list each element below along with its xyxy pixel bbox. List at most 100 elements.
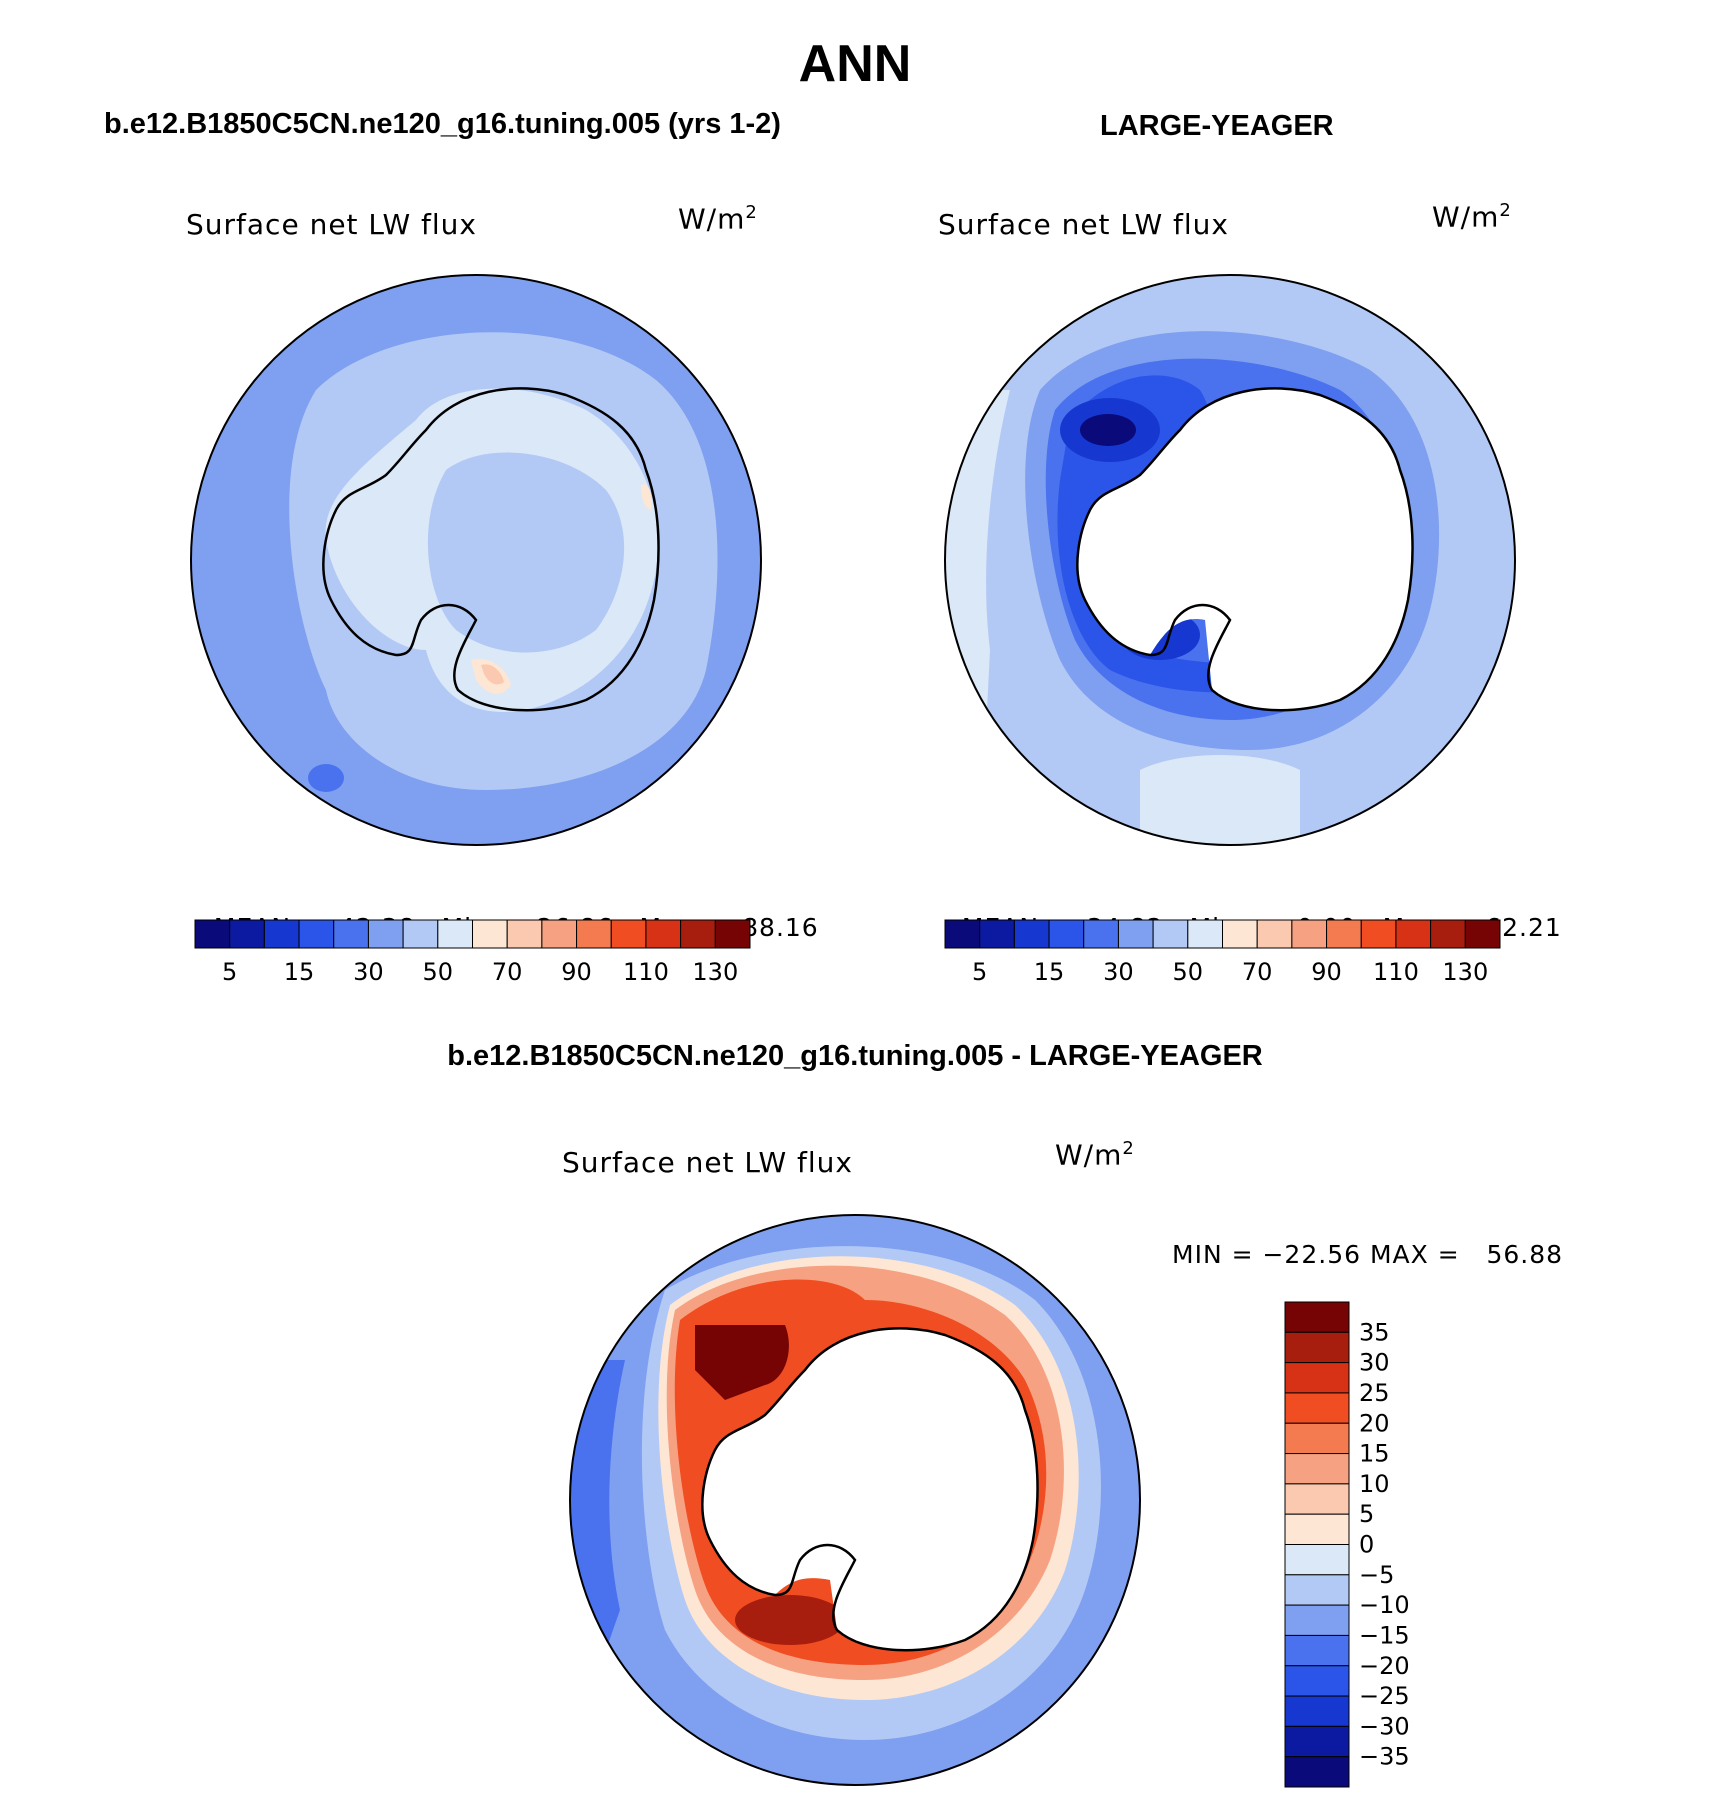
panel3-units-sup: 2 <box>1122 1138 1135 1159</box>
panel1-colorbar-tick-label: 70 <box>492 958 523 986</box>
panel1-units-sup: 2 <box>745 202 758 223</box>
panel3-colorbar-swatch <box>1284 1695 1350 1727</box>
panel3-colorbar-swatch <box>1284 1665 1350 1697</box>
panel3-colorbar-swatch <box>1284 1604 1350 1636</box>
panel2-map-border <box>944 274 1516 846</box>
panel1-colorbar-tick-label: 15 <box>284 958 315 986</box>
panel2-colorbar-swatch <box>1083 919 1119 949</box>
panel2-colorbar-swatch <box>1291 919 1328 949</box>
panel3-units-text: W/m <box>1055 1138 1123 1172</box>
panel2-colorbar-tick-label: 50 <box>1173 958 1204 986</box>
panel3-max-core <box>695 1325 789 1400</box>
panel2-colorbar-tick-label: 110 <box>1373 958 1419 986</box>
panel1-case-title: b.e12.B1850C5CN.ne120_g16.tuning.005 (yr… <box>104 108 781 140</box>
panel3-colorbar-swatch <box>1284 1301 1350 1333</box>
panel2-colorbar-swatch <box>1187 919 1223 949</box>
panel1-map-border <box>190 274 762 846</box>
panel1-interior-field <box>427 452 625 653</box>
panel3-colorbar-tick-label: −30 <box>1359 1712 1410 1740</box>
panel1-colorbar-swatch <box>610 919 647 949</box>
panel3-colorbar-tick-label: 30 <box>1359 1349 1390 1377</box>
panel2-colorbar-swatch <box>1360 919 1397 949</box>
panel3-colorbar-tick-label: 25 <box>1359 1379 1390 1407</box>
panel2-colorbar-swatch <box>1464 919 1501 949</box>
panel1-colorbar-swatch <box>263 919 300 949</box>
panel2-colorbar-swatch <box>1222 919 1258 949</box>
panel1-colorbar: 5 15 30 50 70 90 110 130 <box>194 919 751 986</box>
panel1-coastline <box>322 387 660 712</box>
panel3-colorbar-swatch <box>1284 1634 1350 1667</box>
panel3-colorbar-tick-label: 0 <box>1359 1531 1374 1559</box>
panel3-colorbar-tick-label: 15 <box>1359 1440 1390 1468</box>
panel3-colorbar-swatch <box>1284 1362 1350 1394</box>
panel1-map <box>190 274 762 846</box>
panel2-colorbar-tick-label: 15 <box>1034 958 1065 986</box>
panel2-colorbar-tick-label: 30 <box>1103 958 1134 986</box>
panel2-colorbar-swatch <box>1152 919 1189 949</box>
panel2-colorbar-swatch <box>1048 919 1085 949</box>
panel3-coastline <box>701 1327 1039 1652</box>
panel2-colorbar-tick-label: 130 <box>1442 958 1488 986</box>
panel2-min-center <box>1080 414 1136 446</box>
figure-title: ANN <box>798 35 912 93</box>
panel1-colorbar-swatch <box>506 919 543 949</box>
panel3-colorbar-swatch <box>1284 1725 1350 1758</box>
panel3-colorbar-tick-label: 20 <box>1359 1409 1390 1437</box>
panel1-colorbar-swatch <box>333 919 369 949</box>
panel1-colorbar-swatch <box>714 919 751 949</box>
panel2-colorbar-swatch <box>979 919 1015 949</box>
panel1-colorbar-swatch <box>298 919 335 949</box>
panel2-colorbar-tick-label: 5 <box>972 958 987 986</box>
panel3-colorbar-swatch <box>1284 1513 1350 1545</box>
panel3-colorbar-swatch <box>1284 1422 1350 1455</box>
panel3-colorbar-swatch <box>1284 1392 1350 1424</box>
panel2-variable-label: Surface net LW flux <box>938 208 1229 241</box>
panel3-case-title: b.e12.B1850C5CN.ne120_g16.tuning.005 - L… <box>447 1040 1263 1072</box>
panel2-units-sup: 2 <box>1499 200 1512 221</box>
panel1-colorbar-swatch <box>541 919 578 949</box>
panel1-cold-patch <box>308 764 344 792</box>
panel3-colorbar-tick-label: −20 <box>1359 1652 1410 1680</box>
panel3-ice-mask <box>702 1328 1038 1651</box>
panel2-colorbar-tick-label: 90 <box>1311 958 1342 986</box>
panel2-colorbar-swatch <box>1395 919 1432 949</box>
panel1-colorbar-tick-label: 110 <box>623 958 669 986</box>
panel3-colorbar-swatch <box>1284 1756 1350 1788</box>
panel2-colorbar-tick-label: 70 <box>1242 958 1273 986</box>
panel3-colorbar-tick-label: 10 <box>1359 1470 1390 1498</box>
panel1-warm-patch-3 <box>641 484 652 510</box>
panel3-colorbar-tick-label: −15 <box>1359 1621 1410 1649</box>
panel1-colorbar-swatch <box>472 919 508 949</box>
panel1-colorbar-swatch <box>645 919 682 949</box>
panel2-colorbar-swatch <box>1013 919 1050 949</box>
panel3-map <box>569 1214 1141 1786</box>
panel1-colorbar-tick-label: 5 <box>222 958 237 986</box>
panel2-colorbar-swatch <box>1430 919 1466 949</box>
panel2-colorbar-swatch <box>944 919 981 949</box>
panel2-map <box>944 274 1516 846</box>
panel3-colorbar-tick-label: −10 <box>1359 1591 1410 1619</box>
panel3-colorbar-swatch <box>1284 1544 1350 1576</box>
panel1-max-value: 88.16 <box>742 913 819 942</box>
panel2-colorbar: 5 15 30 50 70 90 110 130 <box>944 919 1501 986</box>
panel1-variable-label: Surface net LW flux <box>186 208 477 241</box>
panel3-colorbar-swatch <box>1284 1331 1350 1364</box>
panel3-colorbar-tick-label: 35 <box>1359 1318 1390 1346</box>
panel3-units: W/m2 <box>1055 1138 1135 1171</box>
panel3-south-core <box>735 1595 845 1645</box>
panel3-map-border <box>569 1214 1141 1786</box>
panel2-south-field <box>1140 755 1300 845</box>
panel1-colorbar-swatch <box>680 919 716 949</box>
panel1-colorbar-swatch <box>402 919 439 949</box>
panel1-colorbar-swatch <box>194 919 231 949</box>
panel2-units: W/m2 <box>1432 200 1512 233</box>
panel1-colorbar-swatch <box>229 919 265 949</box>
panel1-colorbar-swatch <box>437 919 473 949</box>
panel3-colorbar-tick-label: −25 <box>1359 1682 1410 1710</box>
panel3-colorbar-swatch <box>1284 1453 1350 1485</box>
panel1-colorbar-tick-label: 50 <box>423 958 454 986</box>
panel3-colorbar-tick-label: 5 <box>1359 1500 1374 1528</box>
panel2-colorbar-swatch <box>1256 919 1293 949</box>
panel1-colorbar-swatch <box>367 919 404 949</box>
